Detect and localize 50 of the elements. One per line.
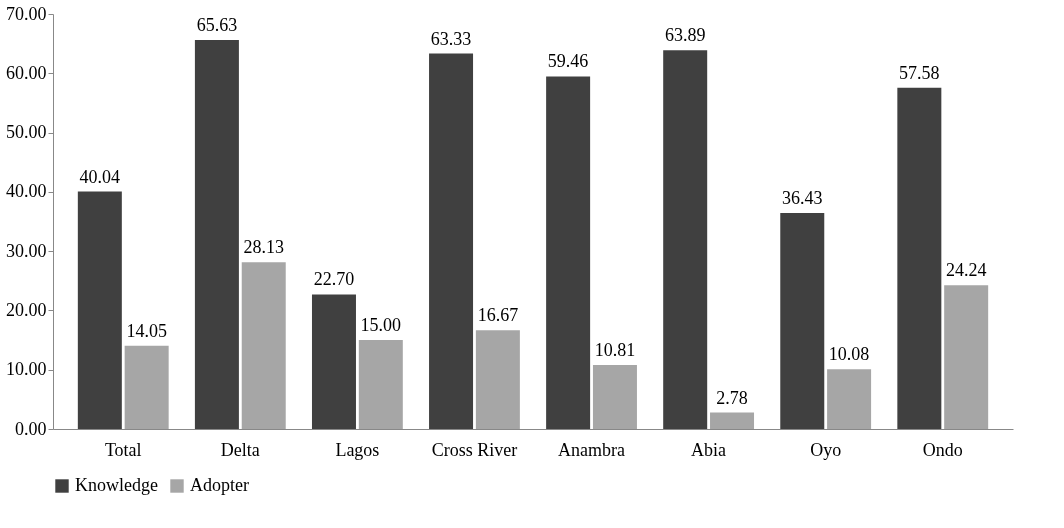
bar	[592, 364, 637, 429]
y-tick-label: 20.00	[6, 299, 47, 320]
data-label: 15.00	[360, 315, 402, 336]
data-label: 10.81	[594, 339, 636, 360]
data-label: 16.67	[477, 305, 519, 326]
x-tick-label: Total	[104, 439, 142, 460]
x-tick-label: Lagos	[335, 439, 380, 460]
data-label: 2.78	[716, 387, 748, 408]
bar	[663, 50, 708, 429]
data-label: 28.13	[243, 237, 284, 258]
bar	[358, 340, 403, 429]
y-tick-label: 0.00	[15, 418, 47, 439]
bar	[194, 39, 239, 429]
y-tick-label: 30.00	[6, 240, 47, 261]
bar	[429, 53, 474, 429]
y-tick-label: 40.00	[6, 181, 47, 202]
data-label: 22.70	[313, 269, 355, 290]
legend-label: Adopter	[190, 475, 249, 495]
x-tick-label: Oyo	[810, 439, 842, 460]
bar	[546, 76, 591, 429]
x-tick-label: Ondo	[922, 439, 963, 460]
y-tick-label: 10.00	[6, 359, 47, 380]
data-label: 63.33	[430, 28, 472, 49]
data-label: 24.24	[945, 260, 987, 281]
x-tick-label: Abia	[691, 439, 727, 460]
bar	[77, 191, 122, 429]
x-tick-label: Anambra	[558, 439, 626, 460]
bar	[124, 345, 169, 429]
data-label: 10.08	[828, 344, 870, 365]
x-tick-label: Cross River	[431, 439, 518, 460]
bar	[897, 87, 942, 429]
bar	[241, 262, 286, 429]
data-label: 57.58	[899, 62, 940, 83]
bar	[827, 369, 872, 429]
legend-label: Knowledge	[75, 475, 158, 495]
y-tick-label: 70.00	[6, 3, 47, 24]
bar	[944, 285, 989, 429]
x-tick-label: Delta	[220, 439, 260, 460]
bar	[311, 294, 356, 429]
data-label: 59.46	[547, 51, 589, 72]
data-label: 63.89	[664, 25, 706, 46]
data-label: 36.43	[782, 188, 823, 209]
bar	[710, 412, 755, 429]
bar	[780, 213, 825, 429]
y-tick-label: 50.00	[6, 122, 47, 143]
data-label: 14.05	[126, 320, 167, 341]
data-label: 40.04	[79, 166, 121, 187]
bar	[475, 330, 520, 429]
y-tick-label: 60.00	[6, 62, 47, 83]
data-label: 65.63	[196, 14, 238, 35]
